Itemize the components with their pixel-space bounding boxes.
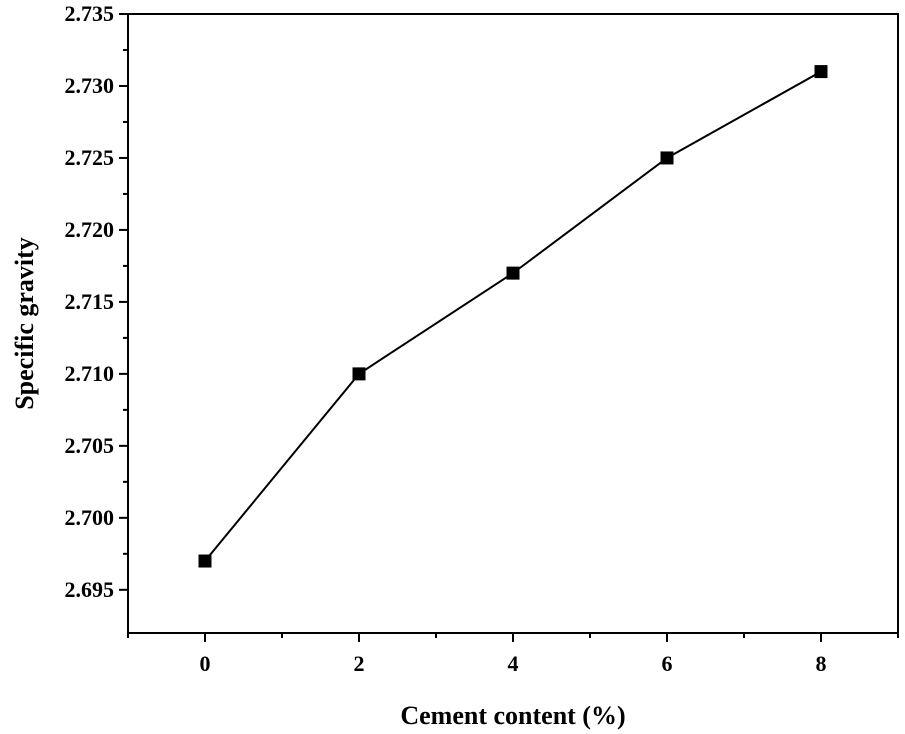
- x-axis-title: Cement content (%): [400, 701, 625, 730]
- y-tick-label: 2.700: [65, 505, 115, 530]
- x-tick-label: 4: [508, 651, 519, 676]
- data-point-marker: [198, 554, 212, 568]
- y-tick-label: 2.725: [65, 145, 115, 170]
- data-point-marker: [660, 151, 674, 165]
- y-axis-ticks: 2.695 2.700 2.705 2.710 2.715 2.720 2.725 2.730…: [65, 1, 128, 602]
- data-point-marker: [506, 266, 520, 280]
- data-point-marker: [352, 367, 366, 381]
- data-point-marker: [814, 65, 828, 79]
- series-line: [204, 70, 822, 562]
- y-tick-label: 2.695: [65, 577, 115, 602]
- y-tick-label: 2.735: [65, 1, 115, 26]
- plot-frame: [127, 13, 899, 634]
- x-tick-label: 6: [662, 651, 673, 676]
- x-tick-label: 8: [816, 651, 827, 676]
- plot-area: [127, 13, 899, 634]
- series-layer: [198, 65, 828, 568]
- y-tick-label: 2.705: [65, 433, 115, 458]
- y-tick-label: 2.720: [65, 217, 115, 242]
- y-tick-label: 2.715: [65, 289, 115, 314]
- y-axis-title: Specific gravity: [10, 237, 39, 410]
- x-tick-label: 2: [354, 651, 365, 676]
- y-tick-label: 2.710: [65, 361, 115, 386]
- x-tick-label: 0: [200, 651, 211, 676]
- x-axis-ticks: 0 2 4 6 8: [127, 633, 899, 676]
- y-tick-label: 2.730: [65, 73, 115, 98]
